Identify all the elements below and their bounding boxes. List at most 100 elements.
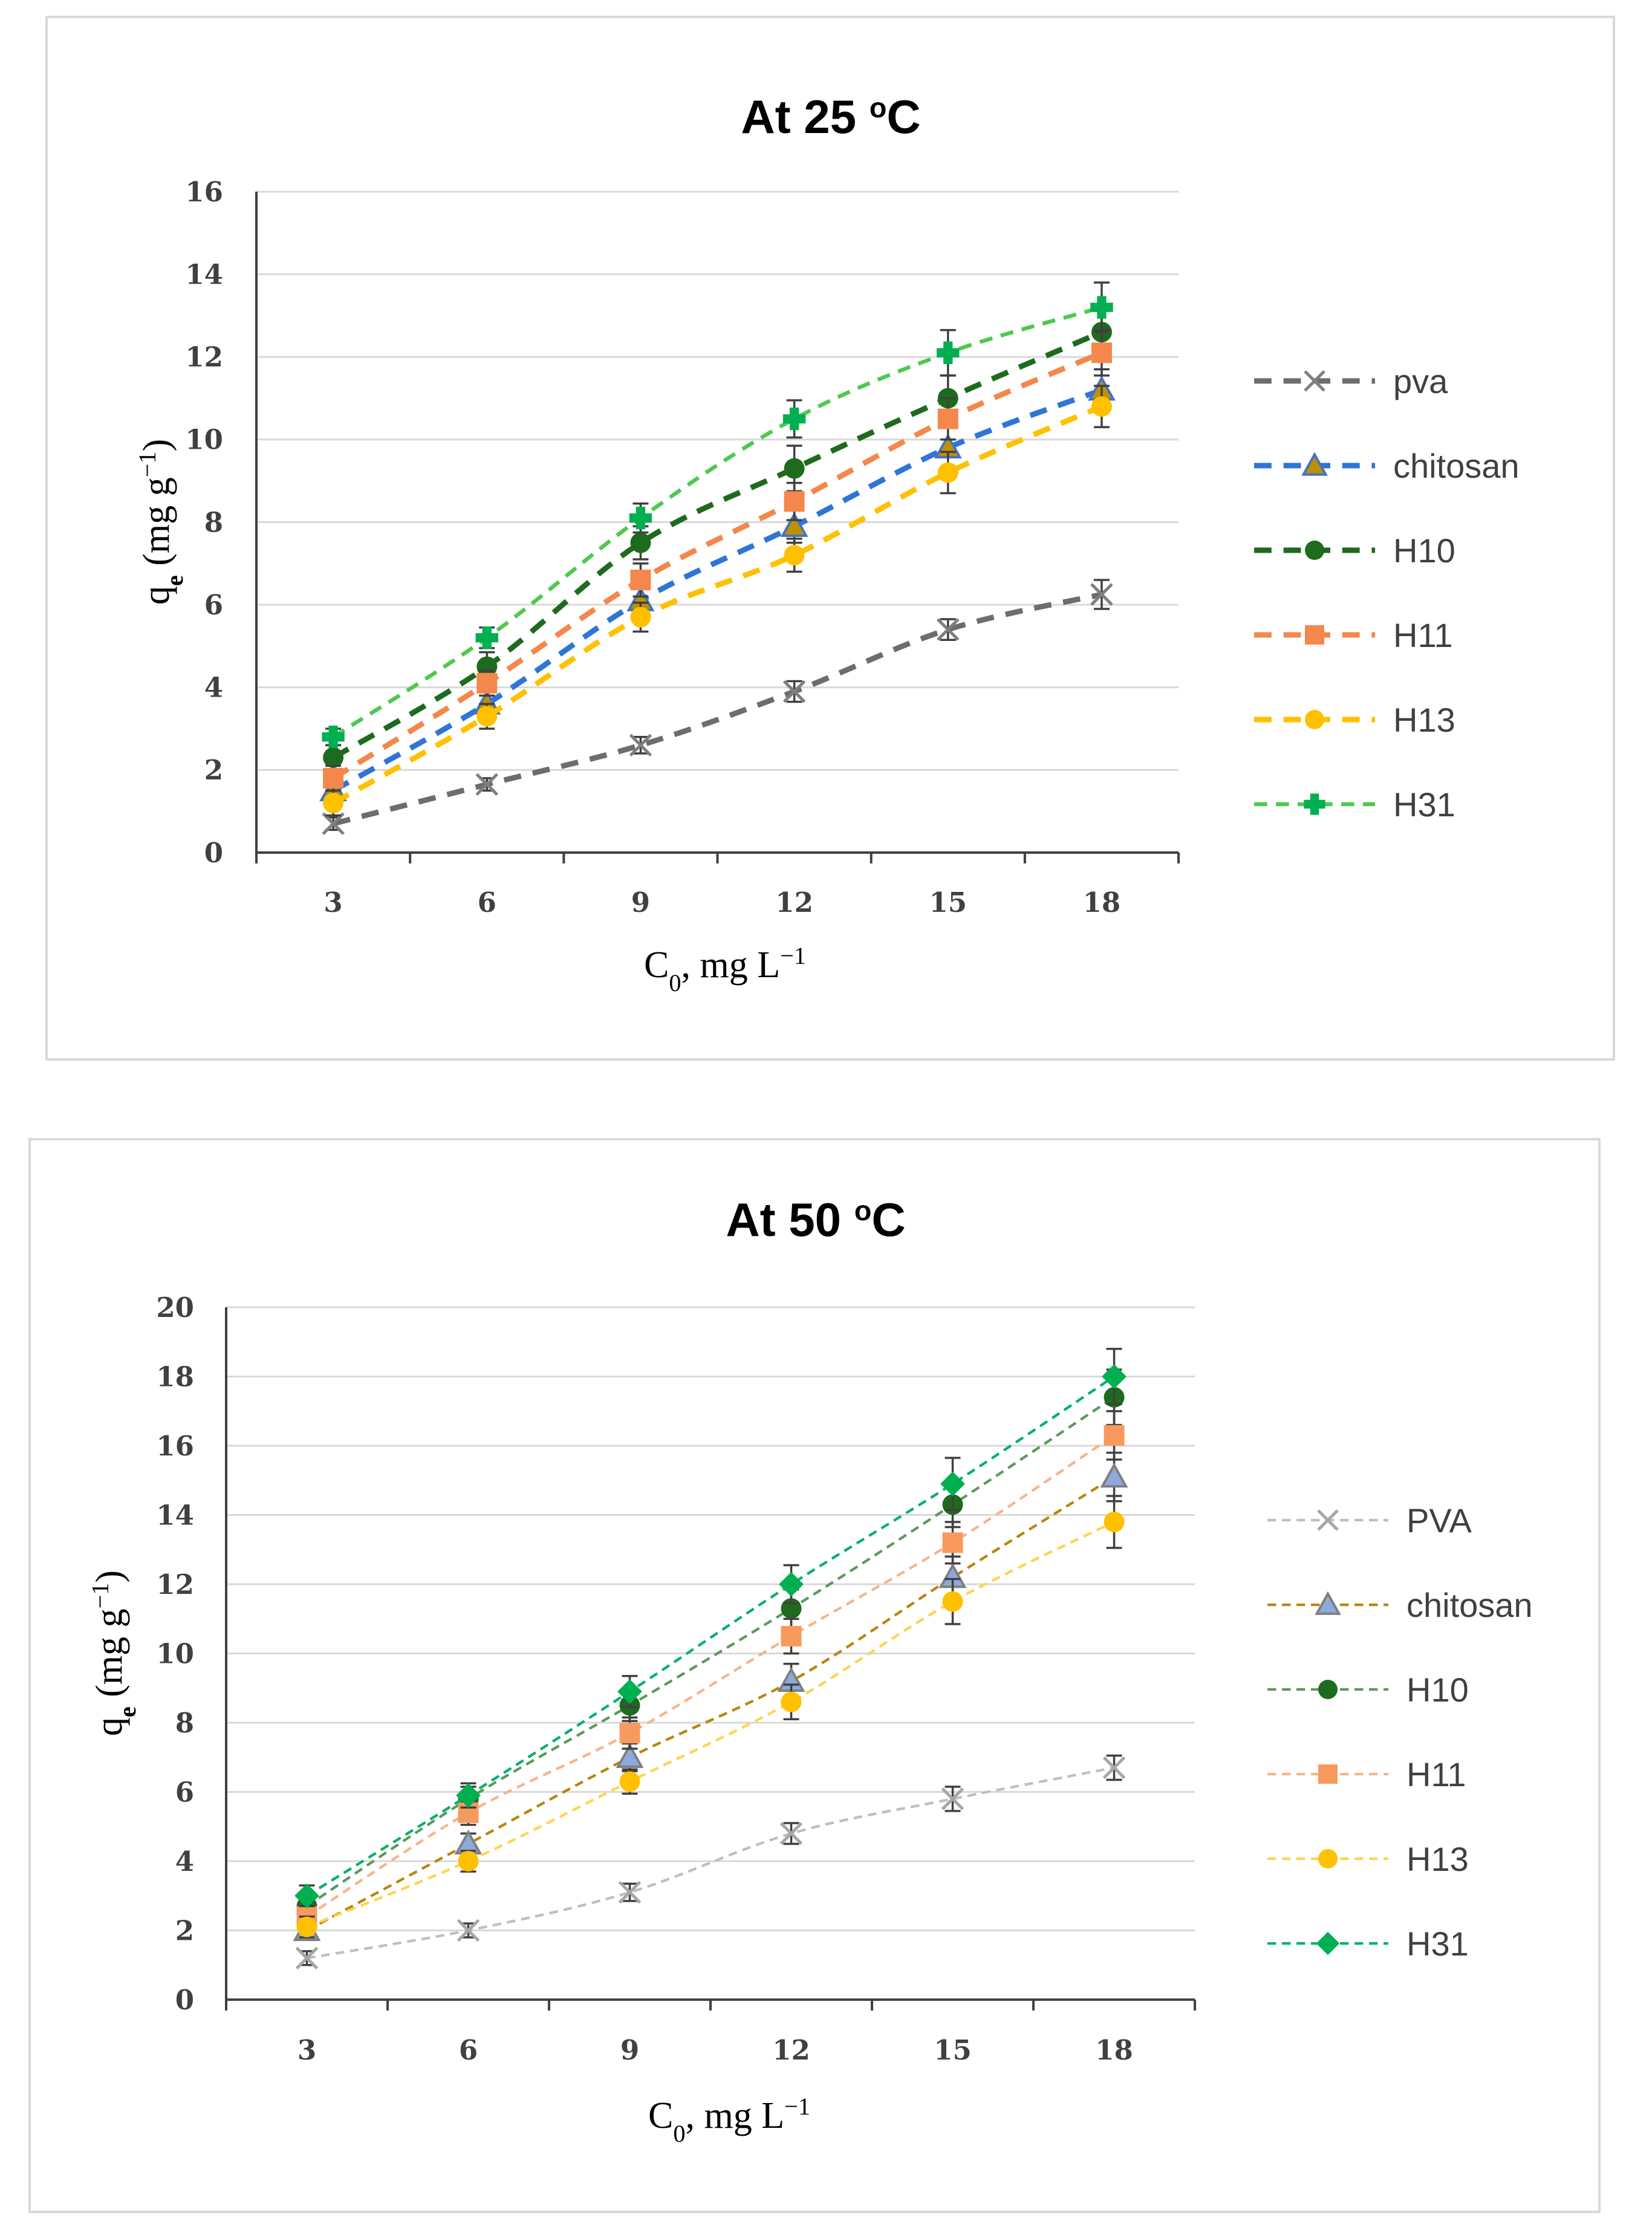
- series-line-PVA: [307, 1766, 1114, 1960]
- series-line-H11: [306, 1434, 1115, 1918]
- series-H11: [323, 329, 1112, 792]
- chart-title-main: At 50: [726, 1193, 854, 1246]
- data-point-H31: [456, 1783, 481, 1808]
- series-H13: [296, 1495, 1125, 1939]
- legend-marker-chitosan: [1301, 452, 1328, 476]
- legend-label-H13: H13: [1393, 701, 1455, 739]
- data-point-H11: [619, 1723, 640, 1744]
- series-H31: [322, 281, 1113, 749]
- gridlines: [256, 190, 1179, 771]
- data-point-H31: [940, 1471, 965, 1497]
- data-point-pva: [629, 733, 652, 757]
- data-point-PVA: [779, 1822, 803, 1845]
- x-tick-label: 9: [631, 886, 650, 918]
- legend-entry: H10: [1254, 532, 1455, 570]
- legend-label-PVA: PVA: [1406, 1501, 1472, 1539]
- x-tick-label: 3: [324, 886, 342, 918]
- chart-title-sup: o: [870, 92, 887, 123]
- x-axis-label-main: C: [648, 2095, 673, 2136]
- data-point-H11: [1104, 1425, 1125, 1446]
- y-tick-label: 10: [185, 424, 223, 456]
- data-point-H13: [1091, 396, 1112, 417]
- x-axis-label-sub: 0: [669, 969, 681, 996]
- legend-marker-H31: [1304, 793, 1325, 815]
- data-point-pva: [782, 680, 806, 703]
- series-H13: [323, 385, 1112, 817]
- series-chitosan: [293, 1451, 1128, 1942]
- legend-marker-H10: [1318, 1680, 1338, 1699]
- data-point-PVA: [941, 1787, 964, 1810]
- data-point-H13: [942, 1591, 963, 1612]
- legend-entry: pva: [1254, 362, 1448, 400]
- x-tick-label: 6: [478, 886, 496, 918]
- y-tick-label: 0: [175, 1984, 194, 2016]
- y-tick-label: 2: [175, 1914, 194, 1946]
- data-point-H31: [779, 1572, 804, 1597]
- legend-marker-H11: [1318, 1764, 1338, 1784]
- legend-entry: H13: [1254, 701, 1455, 739]
- data-point-H13: [937, 462, 958, 483]
- legend-label-H31: H31: [1406, 1925, 1469, 1963]
- data-point-PVA: [1102, 1756, 1126, 1780]
- data-point-H11: [630, 570, 651, 591]
- legend-marker-H31: [1316, 1931, 1340, 1956]
- legend-label-H11: H11: [1406, 1755, 1466, 1793]
- data-point-H31: [937, 341, 960, 365]
- legend-label-chitosan: chitosan: [1406, 1586, 1533, 1624]
- chart-panel-25c: At 25 oC 0 2 4 6 8 10 12 14 16 3 6 9 12 15 18 C0, mg L−1…: [45, 16, 1615, 1061]
- legend-marker-PVA: [1317, 1509, 1339, 1531]
- legend-label-chitosan: chitosan: [1393, 447, 1520, 485]
- data-point-pva: [1090, 583, 1113, 606]
- series-line-H13: [331, 404, 1103, 805]
- data-point-PVA: [457, 1919, 480, 1942]
- y-axis-label-sup: −1: [86, 1583, 114, 1609]
- y-axis-label-sup: −1: [134, 452, 161, 478]
- series-line-chitosan: [331, 387, 1103, 793]
- series-pva: [322, 579, 1113, 835]
- x-axis-label: C0, mg L−1: [648, 2093, 810, 2147]
- data-point-H31: [1102, 1364, 1127, 1389]
- chart-title: At 25 oC: [741, 90, 920, 143]
- series-line-pva: [332, 591, 1102, 827]
- data-point-PVA: [295, 1946, 319, 1970]
- y-tick-label: 6: [175, 1776, 194, 1808]
- series-H10: [296, 1368, 1125, 1918]
- y-tick-label: 8: [204, 506, 223, 538]
- y-axis-label-tail: ): [89, 1570, 130, 1583]
- data-point-H31: [475, 626, 498, 649]
- legend-marker-H13: [1305, 710, 1324, 729]
- x-axis-label-tail: , mg L: [686, 2095, 785, 2136]
- chart-title-main: At 25: [741, 90, 869, 143]
- y-tick-label: 0: [204, 837, 223, 869]
- data-point-PVA: [618, 1881, 642, 1904]
- x-axis-label-sub: 0: [673, 2120, 685, 2147]
- y-tick-label: 10: [156, 1637, 194, 1669]
- x-tick-label: 9: [620, 2034, 639, 2066]
- legend-marker-H11: [1305, 625, 1324, 645]
- y-tick-label: 14: [156, 1499, 194, 1531]
- y-tick-label: 4: [204, 672, 223, 704]
- y-tick-label: 16: [185, 176, 223, 208]
- data-point-H13: [784, 545, 805, 566]
- series-H31: [294, 1347, 1127, 1908]
- y-tick-label: 8: [175, 1707, 194, 1739]
- x-tick-label: 18: [1095, 2034, 1133, 2066]
- data-point-H13: [781, 1691, 802, 1712]
- y-tick-label: 18: [156, 1361, 194, 1393]
- legend-entry: H31: [1267, 1925, 1469, 1963]
- data-point-H10: [630, 532, 651, 553]
- data-point-H10: [784, 458, 805, 479]
- legend-label-H10: H10: [1406, 1671, 1469, 1709]
- x-axis-label-main: C: [644, 944, 669, 986]
- data-point-pva: [936, 618, 960, 641]
- y-tick-label: 14: [185, 258, 223, 290]
- chart-panel-50c: At 50 oC 0 2 4 6 8 10 12 14 16 18 20 3 6 9 12 15 18 C0, mg…: [28, 1138, 1601, 2213]
- legend-marker-H10: [1305, 541, 1324, 560]
- data-point-H11: [942, 1532, 963, 1553]
- legend-label-pva: pva: [1393, 362, 1448, 400]
- y-axis-label-sub: e: [161, 575, 188, 586]
- legend-entry: H11: [1267, 1755, 1466, 1793]
- data-point-H10: [323, 747, 344, 768]
- data-point-H13: [323, 793, 344, 814]
